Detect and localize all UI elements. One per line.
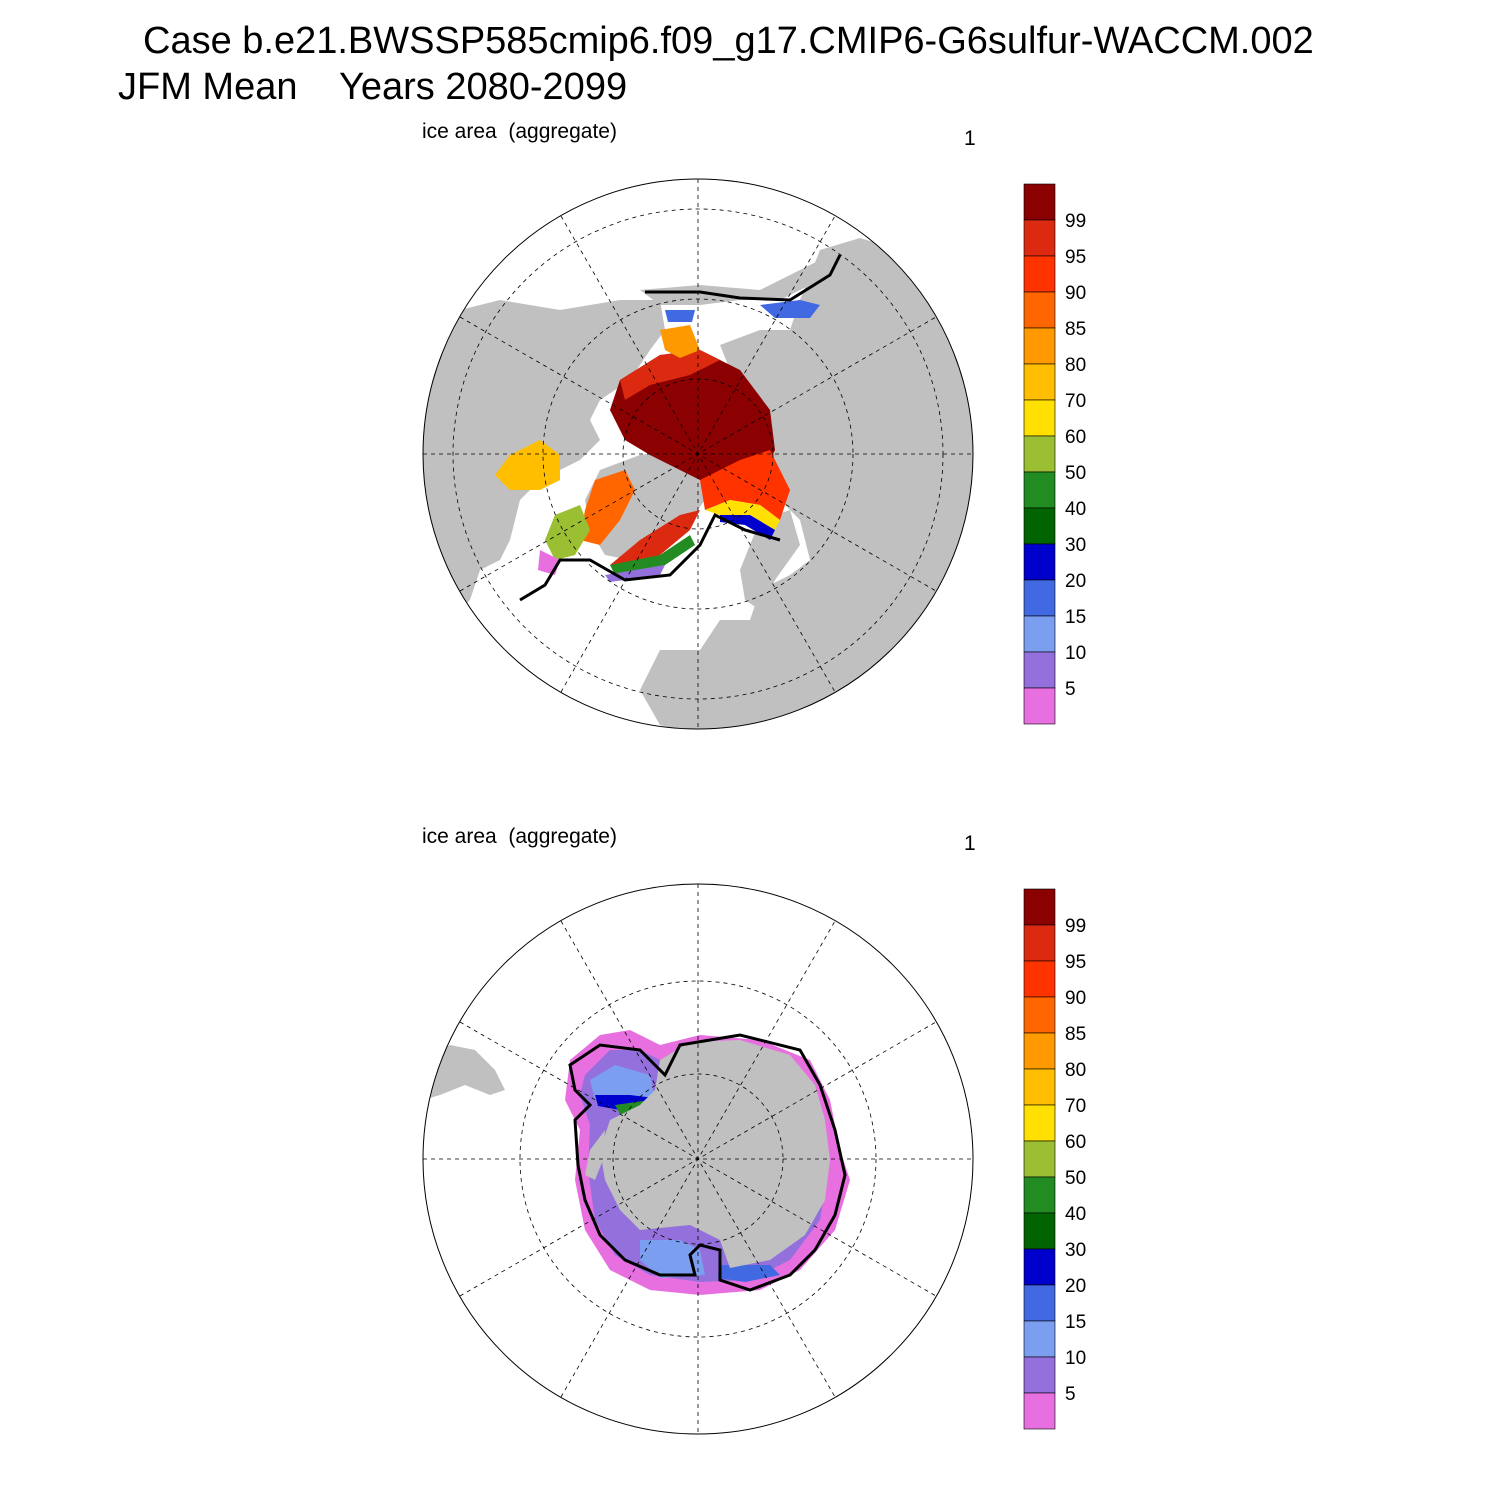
colorbar-swatch bbox=[1023, 507, 1056, 545]
colorbar-label: 85 bbox=[1065, 1024, 1086, 1045]
colorbar-label: 20 bbox=[1065, 571, 1086, 592]
colorbar-swatch bbox=[1023, 1032, 1056, 1070]
colorbar-swatch bbox=[1023, 255, 1056, 293]
south-ice-amundsen bbox=[718, 1265, 780, 1282]
case-title: Case b.e21.BWSSP585cmip6.f09_g17.CMIP6-G… bbox=[143, 20, 1314, 62]
colorbar-label: 50 bbox=[1065, 1168, 1086, 1189]
colorbar-label: 90 bbox=[1065, 283, 1086, 304]
south-land-peninsula bbox=[585, 1130, 605, 1180]
north-ice-bering bbox=[665, 310, 695, 322]
north-land-scandinavia bbox=[740, 510, 800, 610]
north-ice-edge-line-pacific bbox=[645, 254, 842, 302]
period-title: JFM Mean Years 2080-2099 bbox=[118, 66, 628, 108]
north-ice-chukchi bbox=[660, 325, 700, 358]
colorbar-swatch bbox=[1023, 1212, 1056, 1250]
colorbar-swatch bbox=[1023, 1284, 1056, 1322]
north-colorbar: 99 95 90 85 80 70 60 50 40 30 20 15 10 5 bbox=[1023, 183, 1086, 725]
colorbar-label: 40 bbox=[1065, 1204, 1086, 1225]
colorbar-swatch bbox=[1023, 1392, 1056, 1430]
colorbar-swatch bbox=[1023, 1320, 1056, 1358]
south-colorbar: 99 95 90 85 80 70 60 50 40 30 20 15 10 5 bbox=[1023, 888, 1086, 1430]
colorbar-swatch bbox=[1023, 1104, 1056, 1142]
south-ice-ross bbox=[640, 1240, 705, 1278]
north-ice-east-greenland bbox=[610, 510, 700, 570]
colorbar-label: 99 bbox=[1065, 916, 1086, 937]
colorbar-swatch bbox=[1023, 399, 1056, 437]
north-ice-arctic-core bbox=[610, 350, 775, 490]
colorbar-label: 30 bbox=[1065, 535, 1086, 556]
colorbar-label: 99 bbox=[1065, 211, 1086, 232]
colorbar-label: 10 bbox=[1065, 643, 1086, 664]
north-ice-labrador-edge bbox=[545, 505, 590, 560]
south-land-south-america bbox=[423, 1045, 505, 1100]
north-ice-greenland-edge bbox=[610, 535, 695, 575]
colorbar-swatch bbox=[1023, 1140, 1056, 1178]
colorbar-swatch bbox=[1023, 1248, 1056, 1286]
colorbar-label: 10 bbox=[1065, 1348, 1086, 1369]
colorbar-swatch bbox=[1023, 651, 1056, 689]
colorbar-swatch bbox=[1023, 183, 1056, 221]
colorbar-label: 5 bbox=[1065, 1384, 1076, 1405]
colorbar-swatch bbox=[1023, 291, 1056, 329]
colorbar-swatch bbox=[1023, 435, 1056, 473]
colorbar-label: 50 bbox=[1065, 463, 1086, 484]
colorbar-label: 60 bbox=[1065, 1132, 1086, 1153]
colorbar-swatch bbox=[1023, 1068, 1056, 1106]
colorbar-swatch bbox=[1023, 471, 1056, 509]
colorbar-label: 60 bbox=[1065, 427, 1086, 448]
colorbar-swatch bbox=[1023, 924, 1056, 962]
colorbar-label: 80 bbox=[1065, 1060, 1086, 1081]
colorbar-swatch bbox=[1023, 363, 1056, 401]
north-ice-edge-line bbox=[519, 512, 781, 602]
colorbar-swatch bbox=[1023, 543, 1056, 581]
colorbar-label: 15 bbox=[1065, 1312, 1086, 1333]
south-land-antarctica bbox=[600, 1040, 830, 1268]
colorbar-label: 30 bbox=[1065, 1240, 1086, 1261]
south-ice-edge-line bbox=[568, 1033, 847, 1292]
north-polar-map bbox=[422, 178, 974, 730]
colorbar-label: 95 bbox=[1065, 247, 1086, 268]
colorbar-swatch bbox=[1023, 1356, 1056, 1394]
north-ice-baffin bbox=[580, 470, 635, 545]
south-variable-label: ice area (aggregate) bbox=[422, 825, 617, 848]
colorbar-label: 85 bbox=[1065, 319, 1086, 340]
south-polar-map bbox=[422, 883, 974, 1435]
north-ice-beaufort bbox=[620, 350, 720, 400]
north-corner-label: 1 bbox=[964, 127, 976, 150]
colorbar-swatch bbox=[1023, 960, 1056, 998]
colorbar-label: 5 bbox=[1065, 679, 1076, 700]
colorbar-swatch bbox=[1023, 615, 1056, 653]
colorbar-swatch bbox=[1023, 579, 1056, 617]
colorbar-label: 40 bbox=[1065, 499, 1086, 520]
north-ice-barents bbox=[700, 450, 790, 520]
colorbar-swatch bbox=[1023, 219, 1056, 257]
colorbar-swatch bbox=[1023, 1176, 1056, 1214]
north-variable-label: ice area (aggregate) bbox=[422, 120, 617, 143]
colorbar-label: 70 bbox=[1065, 1096, 1086, 1117]
colorbar-label: 15 bbox=[1065, 607, 1086, 628]
north-ice-hudson-bay bbox=[495, 440, 560, 490]
colorbar-label: 95 bbox=[1065, 952, 1086, 973]
colorbar-label: 70 bbox=[1065, 391, 1086, 412]
north-land-eurasia bbox=[640, 238, 973, 729]
colorbar-swatch bbox=[1023, 687, 1056, 725]
colorbar-swatch bbox=[1023, 996, 1056, 1034]
colorbar-label: 20 bbox=[1065, 1276, 1086, 1297]
colorbar-swatch bbox=[1023, 888, 1056, 926]
north-graticule bbox=[423, 179, 973, 729]
colorbar-label: 80 bbox=[1065, 355, 1086, 376]
colorbar-swatch bbox=[1023, 327, 1056, 365]
north-ice-okhotsk bbox=[760, 300, 820, 318]
colorbar-label: 90 bbox=[1065, 988, 1086, 1009]
south-graticule bbox=[423, 884, 973, 1434]
south-corner-label: 1 bbox=[964, 832, 976, 855]
